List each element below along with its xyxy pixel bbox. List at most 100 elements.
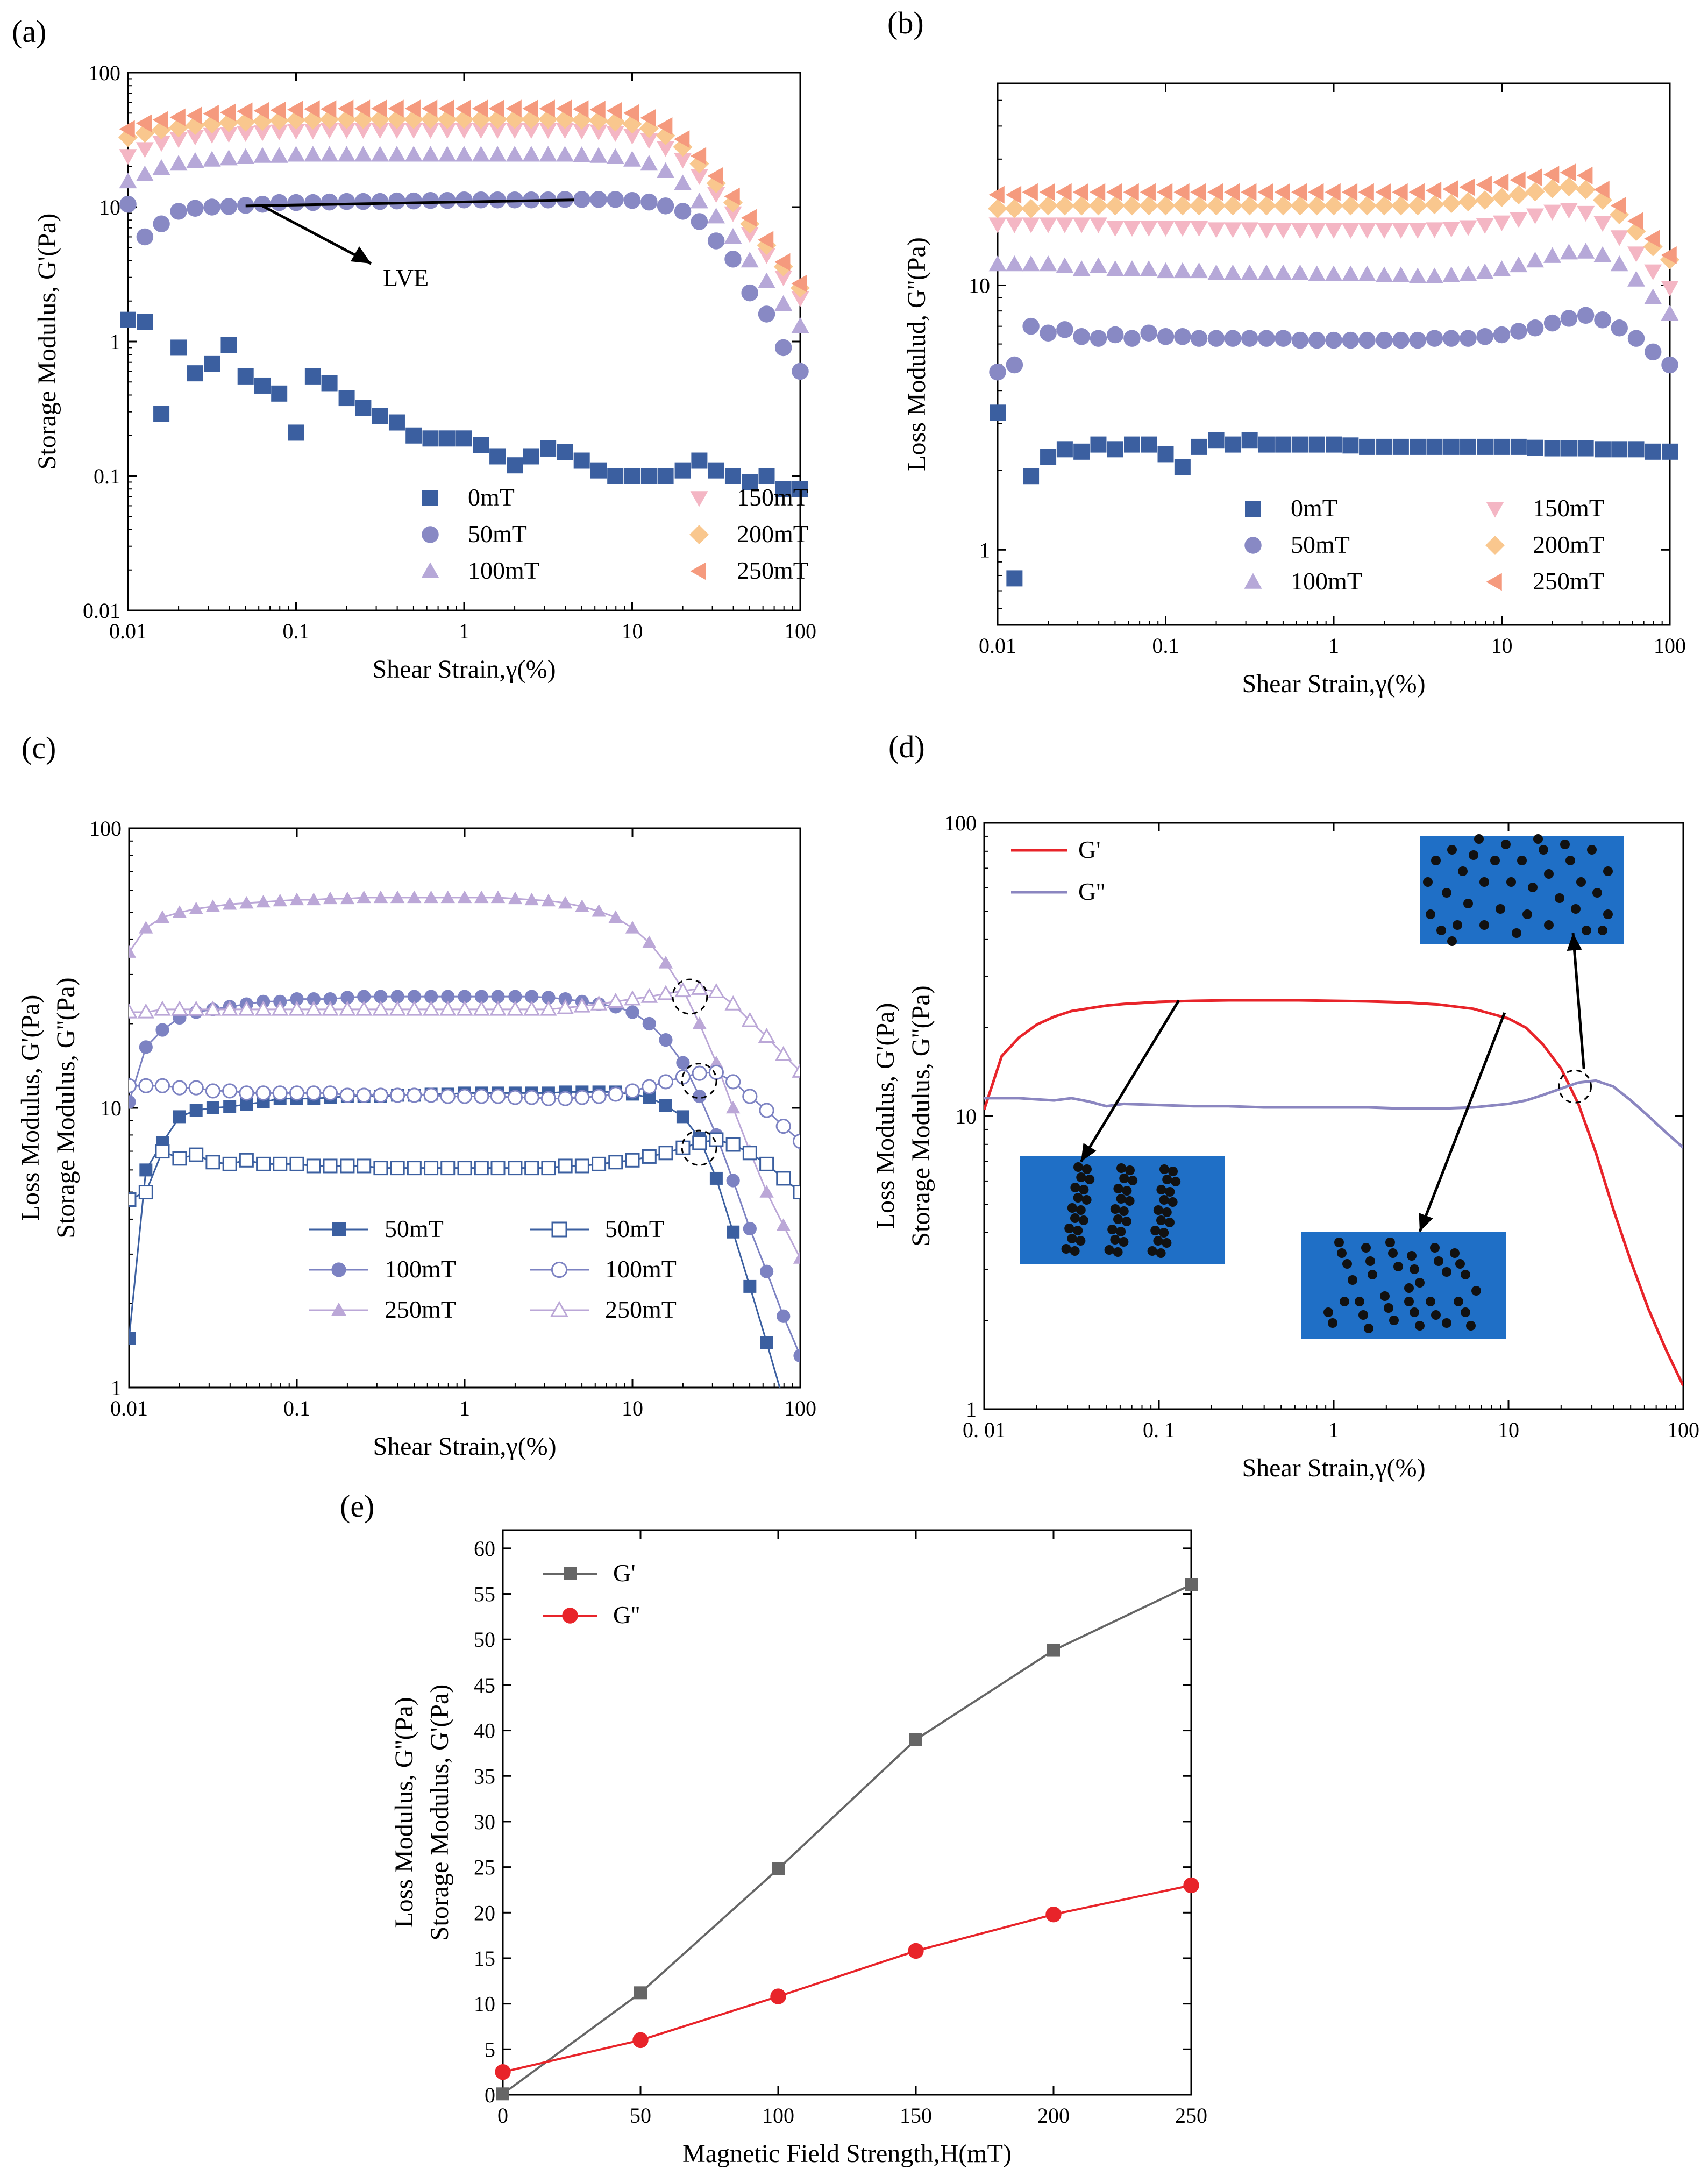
data-point	[289, 892, 304, 906]
data-point	[1375, 223, 1393, 239]
particle	[1150, 1226, 1161, 1235]
x-axis-label: Shear Strain,γ(%)	[1242, 670, 1425, 698]
data-point	[1045, 1906, 1062, 1923]
data-point	[473, 1000, 490, 1016]
data-point	[1223, 222, 1242, 238]
data-point	[223, 1100, 237, 1113]
legend-label: 250mT	[385, 1296, 456, 1323]
data-point	[155, 1023, 169, 1037]
series-line-G''	[984, 1079, 1683, 1149]
data-point	[456, 430, 472, 447]
y-tick-label: 60	[474, 1537, 495, 1561]
data-point	[422, 99, 438, 118]
particle	[1471, 1286, 1481, 1296]
particle	[1410, 1307, 1419, 1317]
data-point	[354, 99, 371, 118]
x-tick-label: 0. 01	[963, 1418, 1006, 1442]
data-point	[371, 193, 389, 210]
data-point	[1157, 328, 1175, 345]
particle	[1603, 866, 1613, 876]
data-point	[1358, 265, 1376, 281]
data-point	[338, 193, 355, 210]
data-point	[287, 101, 303, 119]
legend-label: 0mT	[1291, 494, 1337, 522]
data-point	[321, 375, 338, 392]
y-tick-label: 25	[474, 1855, 495, 1880]
data-point	[354, 123, 372, 139]
data-point	[691, 213, 708, 230]
x-tick-label: 100	[784, 1396, 816, 1420]
data-point	[793, 1185, 800, 1200]
data-point	[674, 174, 692, 190]
data-point	[439, 1000, 457, 1016]
legend-marker	[564, 1567, 577, 1580]
data-point	[1492, 187, 1512, 207]
y-tick-label: 30	[474, 1810, 495, 1834]
data-point	[154, 1000, 171, 1016]
data-point	[338, 123, 356, 139]
data-point	[321, 100, 337, 118]
data-point	[507, 457, 523, 474]
data-point	[1458, 192, 1478, 212]
particle	[1512, 928, 1521, 938]
data-point	[474, 1089, 489, 1104]
data-point	[119, 172, 137, 189]
data-point	[304, 146, 322, 162]
crossover-circle	[681, 1129, 717, 1166]
data-point	[724, 995, 742, 1011]
data-point	[323, 992, 337, 1006]
particle	[1431, 856, 1441, 865]
legend-marker	[331, 1302, 347, 1317]
data-point	[322, 1085, 338, 1101]
particle	[1404, 1297, 1414, 1306]
data-point	[1107, 441, 1123, 458]
data-point	[390, 990, 404, 1004]
data-point	[1341, 265, 1360, 281]
data-point	[155, 910, 170, 923]
data-point	[741, 1012, 759, 1027]
x-tick-label: 150	[900, 2103, 932, 2128]
data-point	[574, 1158, 589, 1174]
data-point	[237, 148, 255, 164]
data-point	[338, 390, 355, 407]
particle	[1447, 845, 1457, 855]
data-point	[189, 1147, 204, 1162]
data-point	[355, 400, 372, 416]
data-point	[152, 159, 170, 175]
particle	[1410, 1264, 1419, 1274]
data-point	[624, 990, 641, 1006]
data-point	[270, 147, 288, 163]
data-point	[490, 1089, 506, 1104]
data-point	[724, 251, 742, 268]
particle	[1528, 883, 1538, 892]
particle	[1171, 1177, 1181, 1186]
data-point	[424, 1161, 439, 1176]
data-point	[774, 253, 791, 271]
axis-ticks	[502, 1530, 1192, 2096]
data-point	[590, 462, 607, 479]
data-point	[304, 368, 321, 385]
data-point	[256, 894, 271, 908]
series-line	[502, 1583, 1192, 2095]
data-point	[1105, 196, 1125, 216]
particle	[1328, 1318, 1337, 1328]
data-point	[222, 1156, 237, 1171]
particle	[1407, 1251, 1417, 1261]
data-point	[390, 1087, 405, 1103]
y-tick-label: 10	[955, 1104, 977, 1128]
data-point	[556, 99, 572, 118]
data-point	[1308, 436, 1325, 453]
arrow-to-chains-line	[1079, 999, 1180, 1163]
data-point	[791, 291, 809, 307]
data-point	[775, 1118, 791, 1134]
data-point	[255, 1085, 271, 1101]
series-200mT	[988, 177, 1679, 269]
data-point	[388, 123, 406, 139]
data-point	[1375, 266, 1393, 282]
data-point	[237, 102, 253, 120]
data-point	[154, 1078, 170, 1093]
particle	[1380, 1291, 1390, 1301]
data-point	[1627, 212, 1643, 230]
data-point	[1039, 183, 1055, 201]
data-point	[1610, 196, 1626, 215]
